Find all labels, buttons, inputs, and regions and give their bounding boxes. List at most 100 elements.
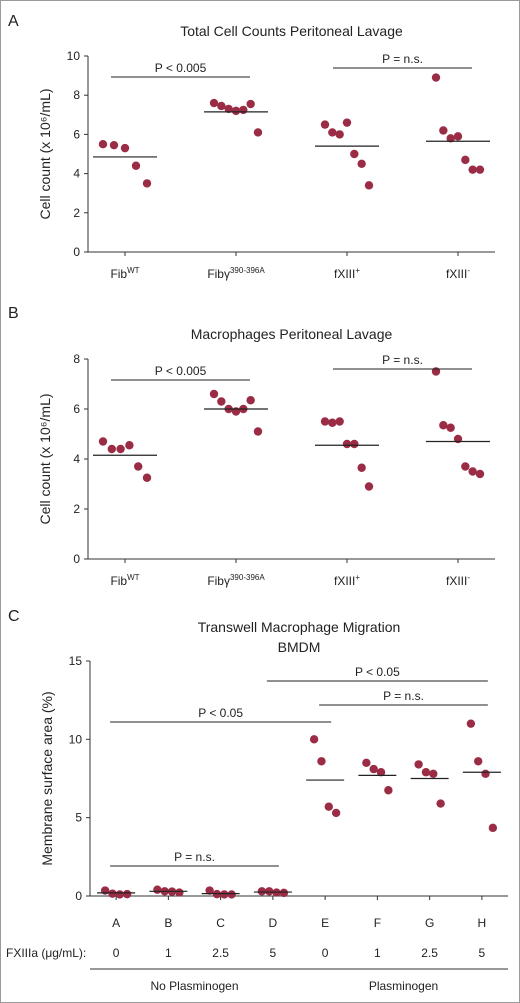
- significance-label: P = n.s.: [383, 689, 424, 703]
- x-category-label: B: [164, 916, 172, 930]
- data-point: [475, 165, 485, 174]
- y-tick-label: 4: [73, 167, 80, 181]
- data-point: [357, 159, 366, 168]
- significance-label: P < 0.05: [355, 665, 400, 679]
- data-point: [246, 99, 255, 109]
- chart-subtitle: BMDM: [278, 639, 321, 655]
- significance-label: P = n.s.: [174, 850, 215, 864]
- data-point: [439, 126, 448, 135]
- panel-label-a: A: [8, 13, 19, 30]
- data-point: [239, 105, 248, 115]
- data-point: [461, 462, 470, 471]
- y-tick-label: 10: [67, 49, 81, 63]
- data-point: [209, 389, 219, 399]
- data-point: [481, 769, 490, 778]
- data-point: [436, 799, 445, 808]
- data-point: [335, 417, 344, 426]
- data-point: [257, 887, 267, 896]
- data-point: [350, 149, 359, 159]
- data-point: [122, 889, 132, 899]
- x-category-label: H: [478, 916, 487, 930]
- data-point: [342, 118, 352, 127]
- panel-label-b: B: [8, 305, 19, 322]
- data-point: [446, 423, 455, 432]
- row-value: 0: [322, 946, 329, 960]
- data-point: [142, 179, 152, 188]
- data-point: [107, 444, 117, 454]
- data-point: [231, 106, 241, 116]
- data-point: [142, 473, 152, 482]
- data-point: [384, 786, 393, 795]
- data-point: [217, 101, 226, 111]
- data-point: [109, 140, 119, 150]
- y-tick-label: 10: [69, 732, 83, 746]
- data-point: [279, 888, 289, 898]
- data-point: [331, 808, 341, 818]
- data-point: [125, 441, 134, 450]
- data-point: [115, 890, 124, 899]
- panel-label-c: C: [8, 608, 20, 625]
- data-point: [488, 823, 498, 833]
- x-category-label: Fibγ390-396A: [207, 266, 265, 281]
- chart-transwell-migration: Transwell Macrophage MigrationBMDM051015…: [6, 619, 508, 993]
- x-category-label: fXIII-: [446, 266, 470, 281]
- data-point: [317, 757, 326, 766]
- x-category-label: FibWT: [110, 573, 139, 588]
- x-category-label: C: [216, 916, 225, 930]
- data-point: [362, 758, 371, 768]
- significance-label: P < 0.005: [155, 364, 207, 378]
- x-category-label: E: [321, 916, 329, 930]
- data-point: [175, 888, 184, 897]
- x-category-label: Fibγ390-396A: [207, 573, 265, 588]
- data-point: [421, 768, 431, 777]
- y-tick-label: 8: [73, 352, 80, 366]
- group-label: Plasminogen: [369, 979, 438, 993]
- data-point: [466, 719, 476, 728]
- x-category-label: D: [269, 916, 278, 930]
- data-point: [335, 130, 344, 139]
- data-point: [131, 161, 141, 170]
- y-tick-label: 0: [73, 552, 80, 566]
- data-point: [253, 128, 263, 137]
- row-value: 2.5: [212, 946, 229, 960]
- data-point: [446, 134, 455, 143]
- y-tick-label: 4: [73, 452, 80, 466]
- group-label: No Plasminogen: [150, 979, 238, 993]
- data-point: [209, 98, 219, 108]
- y-tick-label: 0: [75, 889, 82, 903]
- data-point: [227, 890, 236, 899]
- significance-label: P < 0.05: [198, 706, 243, 720]
- chart-title: Macrophages Peritoneal Lavage: [191, 326, 393, 342]
- data-point: [246, 396, 255, 405]
- y-tick-label: 2: [73, 206, 80, 220]
- y-tick-label: 6: [73, 127, 80, 141]
- data-point: [364, 181, 374, 190]
- x-category-label: fXIII+: [334, 266, 360, 281]
- chart-title: Total Cell Counts Peritoneal Lavage: [180, 23, 403, 39]
- data-point: [98, 437, 108, 446]
- row-value: 0: [113, 946, 120, 960]
- data-point: [205, 886, 214, 895]
- y-axis-label: Cell count (x 10⁶/mL): [37, 88, 53, 219]
- data-point: [453, 132, 463, 141]
- chart-total-cell-counts: Total Cell Counts Peritoneal Lavage 0 2 4 6 8…: [37, 23, 495, 281]
- y-tick-label: 6: [73, 402, 80, 416]
- y-tick-label: 0: [73, 245, 80, 259]
- significance-label: P < 0.005: [155, 61, 207, 75]
- data-point: [153, 885, 162, 894]
- data-point: [320, 417, 330, 426]
- data-point: [357, 463, 366, 472]
- data-point: [224, 104, 233, 114]
- data-point: [431, 73, 441, 82]
- data-point: [364, 482, 374, 491]
- data-point: [342, 439, 352, 449]
- row-label-fxiiia: FXIIIa (μg/mL):: [6, 946, 86, 960]
- significance-label: P = n.s.: [382, 353, 423, 367]
- data-point: [324, 802, 333, 811]
- data-point: [328, 128, 337, 137]
- y-tick-label: 5: [75, 811, 82, 825]
- x-category-label: fXIII+: [334, 573, 360, 588]
- row-value: 2.5: [421, 946, 438, 960]
- y-tick-label: 15: [69, 654, 83, 668]
